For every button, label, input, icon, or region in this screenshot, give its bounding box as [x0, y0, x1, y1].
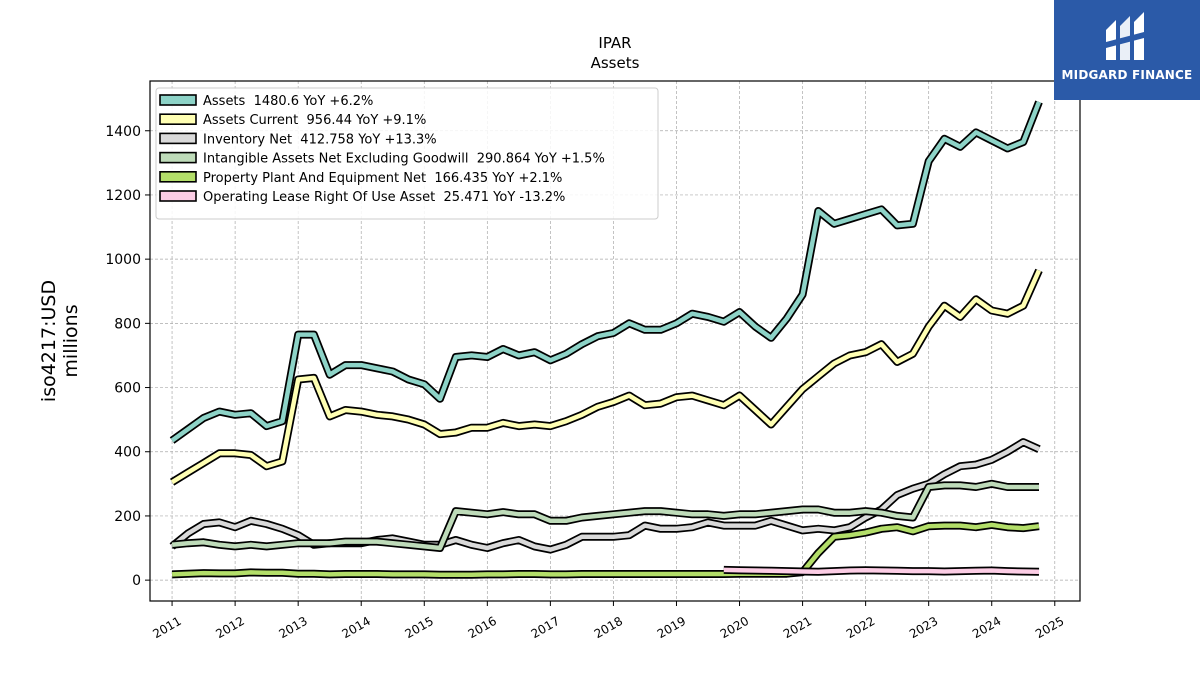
chart-title: IPAR [598, 34, 631, 52]
y-axis-title-line: millions [60, 304, 82, 377]
x-tick-label: 2014 [339, 614, 372, 641]
y-axis-label: iso4217:USDmillions [38, 280, 82, 402]
x-tick-label: 2022 [844, 614, 877, 641]
series-line [171, 481, 1039, 551]
brand-logo: MIDGARD FINANCE [1054, 0, 1200, 100]
x-tick-label: 2020 [718, 614, 751, 641]
x-tick-label: 2023 [907, 614, 940, 641]
legend-swatch [159, 113, 197, 125]
y-axis-title-line: iso4217:USD [38, 280, 60, 402]
x-tick-label: 2013 [276, 614, 309, 641]
x-tick-label: 2018 [592, 614, 625, 641]
x-tick-label: 2021 [781, 614, 814, 641]
y-tick-label: 800 [114, 316, 141, 332]
legend-swatch [159, 151, 197, 164]
legend-label: Assets 1480.6 YoY +6.2% [203, 94, 373, 109]
plot-frame [149, 80, 1081, 602]
y-axis: 0 200 400 600 800 1000 1200 1400 [105, 124, 150, 589]
series-line [170, 101, 1042, 443]
legend-label: Property Plant And Equipment Net 166.435… [203, 171, 562, 186]
midgard-logo-icon [1106, 12, 1144, 60]
x-tick-label: 2011 [150, 614, 183, 641]
x-tick-label: 2016 [466, 614, 499, 641]
x-tick-label: 2012 [213, 614, 246, 641]
legend-label: Intangible Assets Net Excluding Goodwill… [203, 152, 605, 167]
x-tick-label: 2024 [970, 614, 1003, 641]
y-tick-label: 1200 [105, 188, 141, 204]
y-axis-title: iso4217:USDmillions [38, 280, 82, 402]
legend-swatch [159, 94, 197, 106]
x-tick-label: 2019 [655, 614, 688, 641]
legend-label: Inventory Net 412.758 YoY +13.3% [203, 132, 437, 147]
series-line [170, 269, 1042, 485]
x-axis: 2011 2012 2013 2014 2015 2016 2017 2018 2019 2020… [150, 601, 1067, 641]
y-tick-label: 400 [114, 445, 141, 461]
series-group [169, 100, 1043, 579]
chart-subtitle: Assets [591, 54, 640, 72]
x-tick-label: 2017 [529, 614, 562, 641]
legend-label: Operating Lease Right Of Use Asset 25.47… [203, 190, 565, 205]
legend: Assets 1480.6 YoY +6.2% Assets Current 95… [155, 87, 659, 220]
y-tick-label: 1400 [105, 124, 141, 140]
legend-label: Assets Current 956.44 YoY +9.1% [203, 113, 426, 128]
series-line-outline [170, 268, 1043, 486]
y-tick-label: 200 [114, 509, 141, 525]
series-line [171, 522, 1040, 577]
y-tick-label: 1000 [105, 252, 141, 268]
x-tick-label: 2015 [403, 614, 436, 641]
x-tick-label: 2025 [1033, 614, 1066, 641]
legend-swatch [159, 171, 197, 183]
series-line [723, 567, 1040, 575]
legend-swatch [159, 190, 197, 202]
y-tick-label: 600 [114, 381, 141, 397]
legend-swatch [159, 132, 197, 145]
legend-box [155, 87, 659, 220]
brand-name: MIDGARD FINANCE [1061, 68, 1193, 82]
y-tick-label: 0 [132, 573, 141, 589]
